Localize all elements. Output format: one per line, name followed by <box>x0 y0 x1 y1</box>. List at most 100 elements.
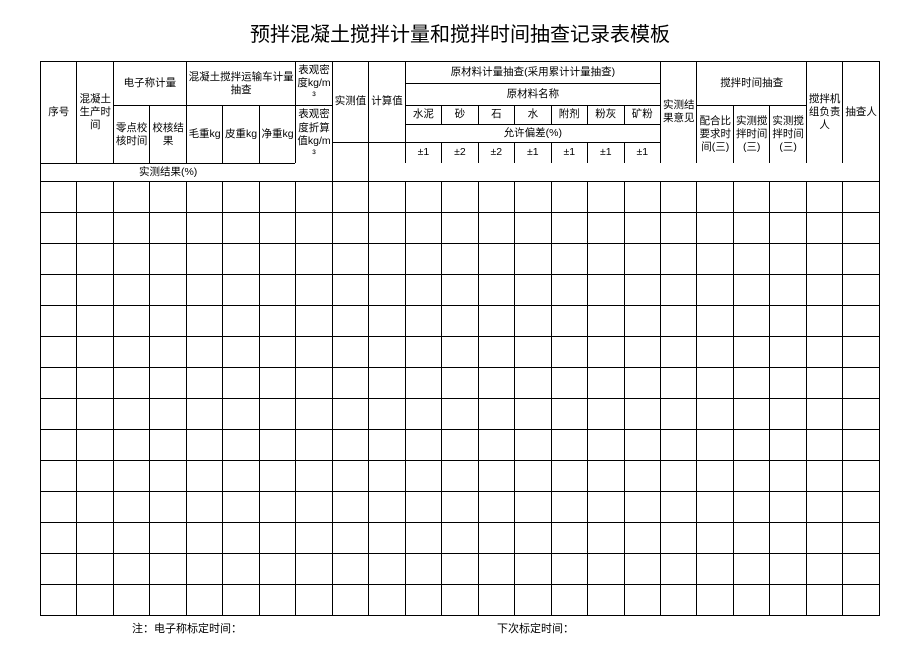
empty-cell <box>551 243 587 274</box>
hdr-dev-3: ±1 <box>514 142 550 163</box>
empty-cell <box>514 367 550 398</box>
empty-cell <box>259 553 295 584</box>
empty-cell <box>113 274 149 305</box>
table-row <box>40 367 879 398</box>
empty-cell <box>806 212 842 243</box>
empty-cell <box>514 584 550 615</box>
empty-cell <box>149 243 185 274</box>
hdr-mixer-group-leader: 搅拌机组负责人 <box>806 61 842 163</box>
hdr-apparent-density-calc: 表观密度折算值kg/m³ <box>295 105 331 163</box>
empty-cell <box>405 212 441 243</box>
hdr-mat-3: 水 <box>514 105 550 123</box>
empty-cell <box>514 181 550 212</box>
empty-cell <box>624 367 661 398</box>
empty-cell <box>587 553 623 584</box>
empty-cell <box>113 584 149 615</box>
empty-cell <box>76 460 112 491</box>
empty-cell <box>76 553 112 584</box>
empty-cell <box>806 460 842 491</box>
empty-cell <box>332 305 368 336</box>
empty-cell <box>551 398 587 429</box>
empty-cell <box>368 460 404 491</box>
table-row <box>40 553 879 584</box>
empty-cell <box>696 367 732 398</box>
hdr-mix-time-check: 搅拌时间抽查 <box>696 61 805 105</box>
empty-cell <box>405 305 441 336</box>
table-row <box>40 274 879 305</box>
hdr-raw-names: 原材料名称 <box>405 83 660 105</box>
empty-cell <box>368 491 404 522</box>
empty-cell <box>186 553 222 584</box>
empty-cell <box>76 429 112 460</box>
empty-cell <box>76 181 112 212</box>
empty-cell <box>478 522 514 553</box>
empty-cell <box>149 522 185 553</box>
empty-cell <box>806 274 842 305</box>
table-row <box>40 429 879 460</box>
empty-cell <box>769 181 805 212</box>
empty-cell <box>332 584 368 615</box>
empty-cell <box>441 305 477 336</box>
empty-cell <box>149 181 185 212</box>
empty-cell <box>478 212 514 243</box>
empty-cell <box>149 336 185 367</box>
empty-cell <box>696 584 732 615</box>
empty-cell <box>769 553 805 584</box>
empty-cell <box>441 491 477 522</box>
empty-cell <box>842 491 879 522</box>
hdr-zero-time: 零点校核时间 <box>113 105 149 163</box>
empty-cell <box>149 584 185 615</box>
empty-cell <box>149 398 185 429</box>
empty-cell <box>587 429 623 460</box>
empty-cell <box>113 305 149 336</box>
table-row <box>40 460 879 491</box>
empty-cell <box>624 491 661 522</box>
empty-cell <box>368 522 404 553</box>
empty-cell <box>295 367 331 398</box>
empty-cell <box>441 367 477 398</box>
empty-cell <box>660 491 696 522</box>
empty-cell <box>551 429 587 460</box>
empty-cell <box>186 460 222 491</box>
empty-cell <box>295 398 331 429</box>
empty-cell <box>660 305 696 336</box>
empty-cell <box>40 429 76 460</box>
empty-cell <box>478 305 514 336</box>
empty-cell <box>332 243 368 274</box>
empty-cell <box>733 491 769 522</box>
empty-cell <box>332 522 368 553</box>
empty-cell <box>587 243 623 274</box>
empty-cell <box>587 181 623 212</box>
hdr-dev-5: ±1 <box>587 142 623 163</box>
hdr-dev-0: ±1 <box>405 142 441 163</box>
empty-cell <box>368 212 404 243</box>
empty-cell <box>259 491 295 522</box>
empty-cell <box>806 429 842 460</box>
empty-cell <box>441 336 477 367</box>
hdr-gross-kg: 毛重kg <box>186 105 222 163</box>
empty-cell <box>660 460 696 491</box>
empty-cell <box>478 274 514 305</box>
empty-cell <box>660 553 696 584</box>
empty-cell <box>332 181 368 212</box>
empty-cell <box>186 181 222 212</box>
table-row <box>40 398 879 429</box>
empty-cell <box>551 522 587 553</box>
empty-cell <box>551 491 587 522</box>
hdr-concrete-time: 混凝土生产时间 <box>76 61 112 163</box>
empty-cell <box>514 429 550 460</box>
empty-cell <box>441 181 477 212</box>
empty-cell <box>186 212 222 243</box>
empty-cell <box>733 429 769 460</box>
hdr-mat-5: 粉灰 <box>587 105 623 123</box>
empty-cell <box>295 460 331 491</box>
empty-cell <box>40 522 76 553</box>
hdr-mix-ratio-req-time: 配合比要求时间(三) <box>696 105 732 163</box>
empty-cell <box>514 460 550 491</box>
empty-cell <box>259 181 295 212</box>
table-row <box>40 181 879 212</box>
empty-cell <box>259 522 295 553</box>
hdr-measured-blank1 <box>332 142 368 181</box>
form-table: 序号 混凝土生产时间 电子称计量 混凝土搅拌运输车计量抽查 表观密度kg/m³ … <box>40 61 880 616</box>
empty-cell <box>733 212 769 243</box>
